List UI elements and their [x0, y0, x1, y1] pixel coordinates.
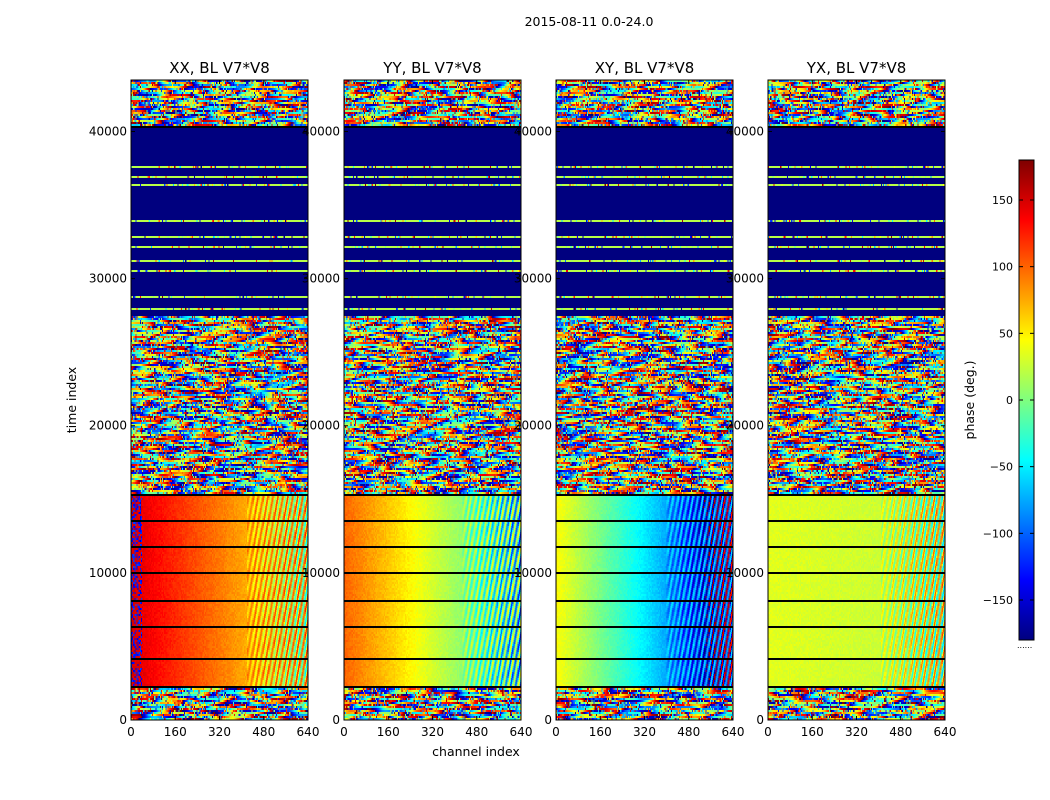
x-tick-label: 480 — [465, 725, 488, 739]
x-tick-label: 160 — [801, 725, 824, 739]
x-tick-label: 320 — [633, 725, 656, 739]
y-tick-label: 10000 — [302, 566, 340, 580]
y-tick-label: 0 — [544, 713, 552, 727]
colorbar-tick-label: 0 — [1006, 394, 1013, 407]
y-tick-label: 30000 — [89, 272, 127, 286]
y-tick-label: 20000 — [302, 419, 340, 433]
colorbar-ticks: −150 −100 −50 0 50 100 150 — [983, 194, 1034, 607]
y-tick-label: 30000 — [514, 272, 552, 286]
colorbar-tick-label: −100 — [983, 527, 1013, 540]
x-tick-label: 0 — [552, 725, 560, 739]
colorbar-tick-label: −50 — [990, 461, 1013, 474]
colorbar: −150 −100 −50 0 50 100 150 phase (deg.) ...... — [962, 159, 1035, 650]
x-tick-label: 640 — [722, 725, 745, 739]
heatmap-image — [131, 80, 308, 720]
x-tick-label: 0 — [764, 725, 772, 739]
x-tick-label: 0 — [340, 725, 348, 739]
panel-title: YY, BL V7*V8 — [382, 59, 481, 77]
heatmap-image — [768, 80, 945, 720]
y-tick-label: 40000 — [514, 124, 552, 138]
x-tick-label: 320 — [208, 725, 231, 739]
panel-title: YX, BL V7*V8 — [806, 59, 907, 77]
colorbar-tick-label: −150 — [983, 594, 1013, 607]
x-tick-label: 160 — [164, 725, 187, 739]
y-tick-label: 40000 — [726, 124, 764, 138]
panel-title: XX, BL V7*V8 — [169, 59, 270, 77]
y-tick-label: 30000 — [302, 272, 340, 286]
y-tick-label: 20000 — [514, 419, 552, 433]
y-tick-label: 30000 — [726, 272, 764, 286]
y-tick-label: 10000 — [726, 566, 764, 580]
y-tick-label: 10000 — [514, 566, 552, 580]
colorbar-tick-label: 100 — [992, 261, 1013, 274]
y-tick-label: 20000 — [726, 419, 764, 433]
heatmap-image — [556, 80, 733, 720]
y-tick-label: 40000 — [302, 124, 340, 138]
panels-group: XX, BL V7*V8 0 160 320 480 640 0 10000 20000 3000… — [89, 59, 957, 739]
colorbar-tick-label: 50 — [999, 327, 1013, 340]
y-tick-label: 0 — [756, 713, 764, 727]
x-axis-label: channel index — [432, 744, 520, 759]
colorbar-dots: ...... — [1017, 641, 1032, 650]
y-tick-label: 0 — [119, 713, 127, 727]
panel-0: XX, BL V7*V8 0 160 320 480 640 0 10000 20000 3000… — [89, 59, 320, 739]
y-axis-label: time index — [64, 367, 79, 433]
panel-2: XY, BL V7*V8 0 160 320 480 640 0 10000 20000 3000… — [514, 59, 745, 739]
panel-3: YX, BL V7*V8 0 160 320 480 640 0 10000 20000 3000… — [726, 59, 957, 739]
figure-title: 2015-08-11 0.0-24.0 — [525, 14, 654, 29]
x-tick-label: 160 — [589, 725, 612, 739]
x-tick-label: 160 — [377, 725, 400, 739]
x-tick-label: 0 — [127, 725, 135, 739]
y-tick-label: 0 — [332, 713, 340, 727]
x-tick-label: 480 — [252, 725, 275, 739]
y-tick-label: 10000 — [89, 566, 127, 580]
x-tick-label: 640 — [510, 725, 533, 739]
panel-1: YY, BL V7*V8 0 160 320 480 640 0 10000 20000 3000… — [302, 59, 533, 739]
x-tick-label: 640 — [934, 725, 957, 739]
y-tick-label: 40000 — [89, 124, 127, 138]
heatmap-image — [344, 80, 521, 720]
x-tick-label: 320 — [845, 725, 868, 739]
colorbar-label: phase (deg.) — [962, 361, 977, 440]
y-tick-label: 20000 — [89, 419, 127, 433]
panel-title: XY, BL V7*V8 — [595, 59, 695, 77]
x-tick-label: 640 — [297, 725, 320, 739]
x-tick-label: 480 — [677, 725, 700, 739]
x-tick-label: 320 — [421, 725, 444, 739]
colorbar-tick-label: 150 — [992, 194, 1013, 207]
x-tick-label: 480 — [889, 725, 912, 739]
